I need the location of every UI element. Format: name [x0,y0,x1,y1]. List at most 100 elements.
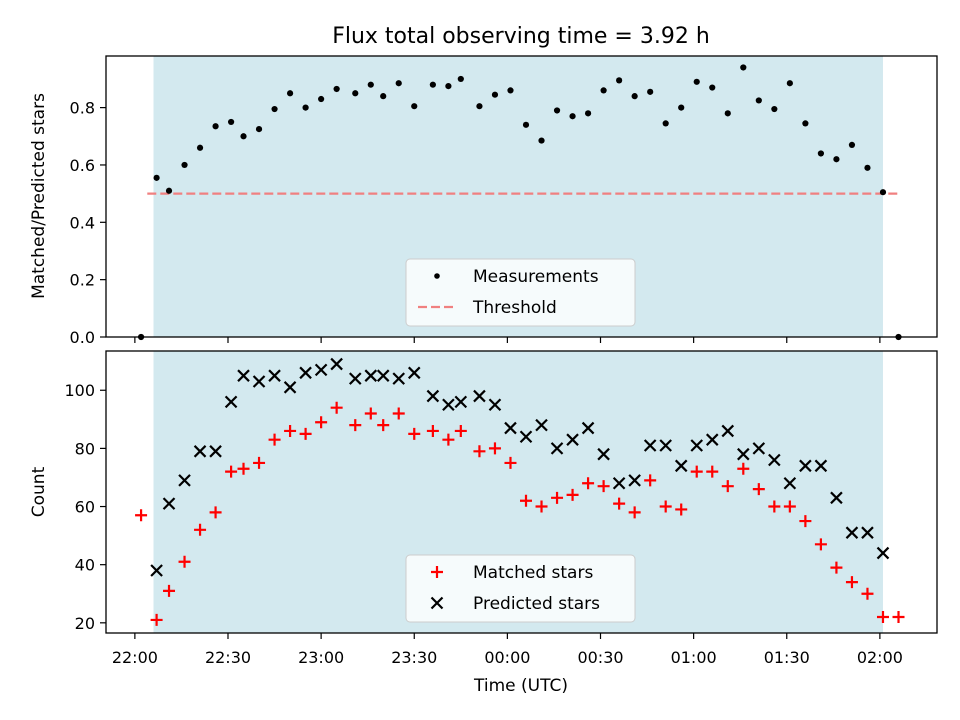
matched-star-point [783,500,796,513]
matched-star-point [628,506,641,519]
predicted-star-point [566,433,579,446]
y-tick-label: 0.8 [70,99,95,118]
predicted-star-point [535,418,548,432]
x-tick-label: 01:00 [671,648,717,667]
measurement-point [318,95,325,103]
matched-star-point [861,587,874,600]
matched-star-point [814,538,827,551]
predicted-star-point [674,459,688,473]
predicted-star-point [628,474,641,487]
measurement-point [802,120,809,127]
legend-box [405,258,636,327]
y-tick-label: 0.6 [70,156,95,175]
predicted-star-point [643,439,657,452]
legend-label: Matched stars [473,563,593,583]
predicted-star-point [426,389,440,403]
measurement-point [740,64,747,71]
matched-star-point [284,424,297,437]
matched-star-point [150,613,163,626]
predicted-star-point [550,442,564,455]
predicted-star-point [330,357,343,371]
predicted-star-point [407,366,421,380]
matched-star-point [706,465,719,478]
x-tick-label: 01:30 [764,648,810,667]
predicted-star-point [830,491,843,505]
series-predicted-stars [150,357,890,577]
count-panel: 20 40 60 80 100 22:00 22:30 23:00 23:30 00:00 00:3… [29,350,938,667]
measurement-point [196,144,204,151]
matched-star-point [253,456,266,469]
matched-star-point [845,576,858,589]
x-tick-label: 00:00 [484,648,530,667]
measurement-point [662,120,669,127]
predicted-star-point [721,424,735,438]
matched-star-point [799,515,812,528]
y-axis-label: Count [29,466,49,517]
y-tick-label: 80 [75,439,95,458]
legend: Measurements Threshold [405,258,636,327]
y-tick-label: 20 [75,614,95,633]
measurement-point [709,84,716,91]
matched-star-point [209,506,222,519]
measurement-point [507,87,514,94]
matched-star-point [237,462,250,475]
predicted-star-point [581,421,595,435]
measurement-point [522,121,530,128]
matched-star-point [364,407,377,420]
legend: Matched stars Predicted stars [405,554,636,623]
measurement-point [445,83,452,90]
x-axis-label: Time (UTC) [473,676,568,696]
matched-star-point [721,480,734,493]
legend-label: Predicted stars [473,594,600,614]
predicted-star-point [814,459,828,473]
predicted-star-point [488,398,502,412]
predicted-star-point [376,369,390,382]
predicted-star-point [150,564,163,577]
measurement-point [476,103,483,110]
predicted-star-point [209,445,222,458]
matched-star-point [299,427,312,440]
predicted-star-point [768,453,781,467]
predicted-star-point [237,369,250,382]
matched-star-point [504,456,517,469]
y-tick-label: 100 [64,381,95,400]
legend-box [405,554,636,623]
matched-star-point [566,488,579,501]
predicted-star-point [690,439,704,452]
measurement-point [333,85,340,93]
predicted-star-point [752,442,766,455]
measurement-point [616,77,623,84]
measurement-point [240,133,247,140]
measurement-point [678,104,685,111]
matched-star-point [488,442,501,455]
matched-star-point [644,474,657,487]
chart-title: Flux total observing time = 3.92 h [332,24,710,49]
matched-star-point [675,503,688,516]
measurement-point [228,118,235,126]
x-tick-label: 23:00 [298,648,344,667]
measurement-point [457,75,464,83]
series-matched-stars [135,401,905,626]
matched-star-point [597,480,610,493]
measurement-point [864,164,871,171]
matched-star-point [330,401,343,414]
predicted-star-point [348,372,362,385]
predicted-star-point [392,372,406,385]
predicted-star-point [504,421,517,435]
ratio-panel: 0.0 0.2 0.4 0.6 0.8 Matched/Predicted stars Me… [29,55,938,347]
matched-star-point [408,427,421,440]
predicted-star-point [597,447,610,461]
predicted-star-point [454,395,468,409]
measurement-point [631,93,638,100]
predicted-star-point [193,445,207,458]
predicted-star-point [705,433,719,446]
matched-star-point [426,424,439,437]
x-tick-label: 22:30 [205,648,251,667]
matched-star-point [268,433,281,446]
matched-star-point [135,509,148,522]
matched-star-point [442,433,455,446]
measurement-point [538,137,545,144]
matched-star-point [473,445,486,458]
count-axes-frame [105,350,938,634]
